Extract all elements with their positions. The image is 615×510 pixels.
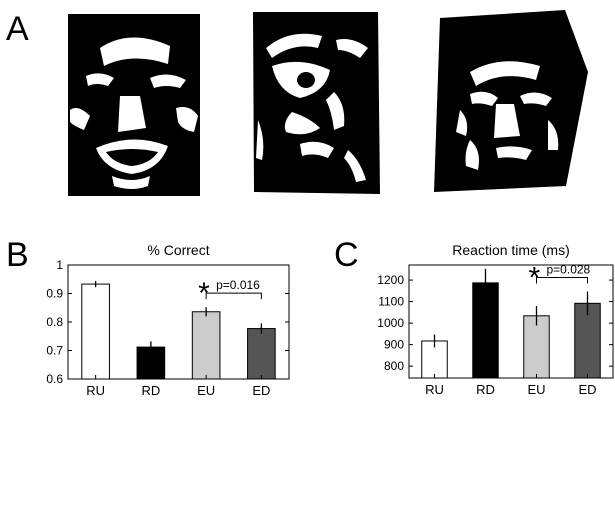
bar-ru xyxy=(81,283,110,380)
x-tick-label: RD xyxy=(141,383,160,398)
significance-bracket xyxy=(205,292,262,300)
bar-ed xyxy=(247,328,276,380)
y-tick-label: 1100 xyxy=(378,295,404,309)
panel-label-b: B xyxy=(6,236,29,274)
bar-rd xyxy=(472,282,499,379)
x-tick-label: RU xyxy=(425,382,444,397)
panel-label-c: C xyxy=(334,236,359,274)
y-tick-label: 1000 xyxy=(377,316,404,330)
panel-label-a: A xyxy=(6,10,29,48)
x-tick-label: RU xyxy=(86,383,105,398)
chart-title: % Correct xyxy=(147,242,209,258)
face-image-3 xyxy=(434,10,588,192)
p-value-label: p=0.016 xyxy=(216,278,260,292)
y-tick-label: 1200 xyxy=(377,273,404,287)
x-tick-label: RD xyxy=(476,382,495,397)
y-tick-label: 0.9 xyxy=(46,287,63,301)
significance-star: * xyxy=(529,261,541,294)
axes-frame xyxy=(408,264,614,379)
p-value-label: p=0.028 xyxy=(547,262,591,276)
y-tick-label: 0.7 xyxy=(46,344,63,358)
significance-bracket xyxy=(536,276,588,284)
chart-percent-correct: % Correct 0.6 0.7 0.8 0.9 1 RU RD EU ED * p=0.016 xyxy=(46,242,290,398)
y-tick-label: 0.8 xyxy=(46,315,63,329)
x-tick-label: EU xyxy=(527,382,545,397)
significance-star: * xyxy=(198,277,210,310)
face-image-2 xyxy=(253,12,380,194)
y-tick-label: 1 xyxy=(56,258,63,272)
chart-reaction-time: Reaction time (ms) 800 900 1000 1100 1200 RU RD… xyxy=(377,242,614,397)
chart-title: Reaction time (ms) xyxy=(452,242,569,258)
face-image-1 xyxy=(68,14,200,196)
y-tick-label: 0.6 xyxy=(46,372,63,386)
y-tick-label: 900 xyxy=(384,338,404,352)
bar-ed xyxy=(574,302,601,379)
x-tick-label: ED xyxy=(578,382,596,397)
y-tick-label: 800 xyxy=(384,359,404,373)
x-tick-label: EU xyxy=(197,383,215,398)
bar-eu xyxy=(191,311,221,380)
x-tick-label: ED xyxy=(252,383,270,398)
